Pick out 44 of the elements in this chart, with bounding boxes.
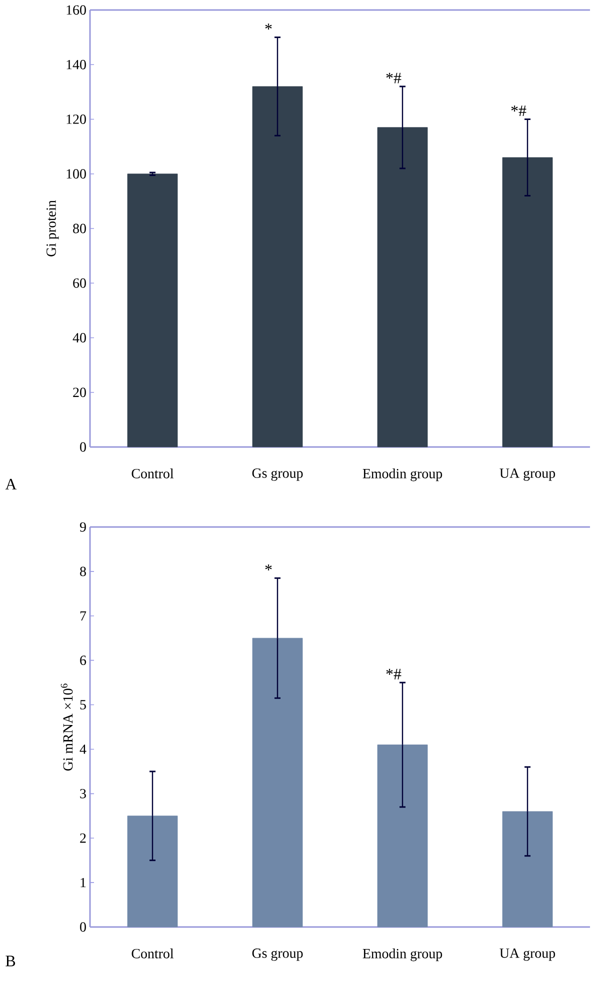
annotation: * (265, 564, 272, 570)
y-tick-label: 0 (80, 922, 86, 932)
x-tick-label: Gs group (252, 948, 303, 961)
y-tick-label: 2 (80, 833, 86, 843)
y-tick-label: 160 (66, 5, 86, 15)
y-tick-label: 120 (66, 114, 86, 124)
y-tick-label: 6 (80, 656, 86, 666)
y-tick-label: 20 (73, 388, 86, 398)
bar (127, 816, 178, 928)
bar (502, 157, 553, 448)
x-tick-label: Control (132, 948, 174, 958)
annotation: *# (386, 72, 402, 84)
y-tick-label: 40 (72, 333, 86, 342)
bar (502, 811, 553, 928)
y-tick-label: 7 (80, 611, 86, 620)
bar (377, 744, 428, 928)
y-tick-label: 8 (80, 566, 86, 576)
x-tick-label: Gs group (252, 468, 303, 481)
y-tick-label: 60 (73, 278, 86, 288)
text: B (6, 956, 16, 966)
x-tick-label: Emodin group (362, 468, 442, 482)
bar (252, 638, 303, 928)
x-tick-label: Emodin group (362, 948, 442, 962)
y-tick-label: 80 (73, 224, 86, 234)
annotation: * (265, 24, 272, 30)
y-tick-label: 5 (80, 700, 86, 710)
x-tick-label: UA group (500, 948, 556, 961)
y-tick-label: 1 (80, 878, 86, 888)
bar (127, 174, 178, 448)
annotation: *# (511, 106, 526, 116)
y-tick-label: 4 (80, 744, 86, 754)
x-tick-label: Control (132, 468, 174, 478)
y-tick-label: 3 (80, 788, 86, 798)
text: A (5, 478, 17, 490)
bar (252, 86, 303, 448)
annotation: *# (386, 668, 402, 680)
y-axis-title: Gi protein (46, 200, 59, 256)
y-axis-title: Gi mRNA ×10$^{6}$ (60, 684, 73, 771)
y-tick-label: 0 (80, 442, 86, 452)
bar (377, 127, 428, 448)
y-tick-label: 9 (80, 522, 86, 532)
x-tick-label: UA group (500, 468, 556, 481)
y-tick-label: 100 (66, 169, 86, 179)
y-tick-label: 140 (66, 60, 86, 70)
